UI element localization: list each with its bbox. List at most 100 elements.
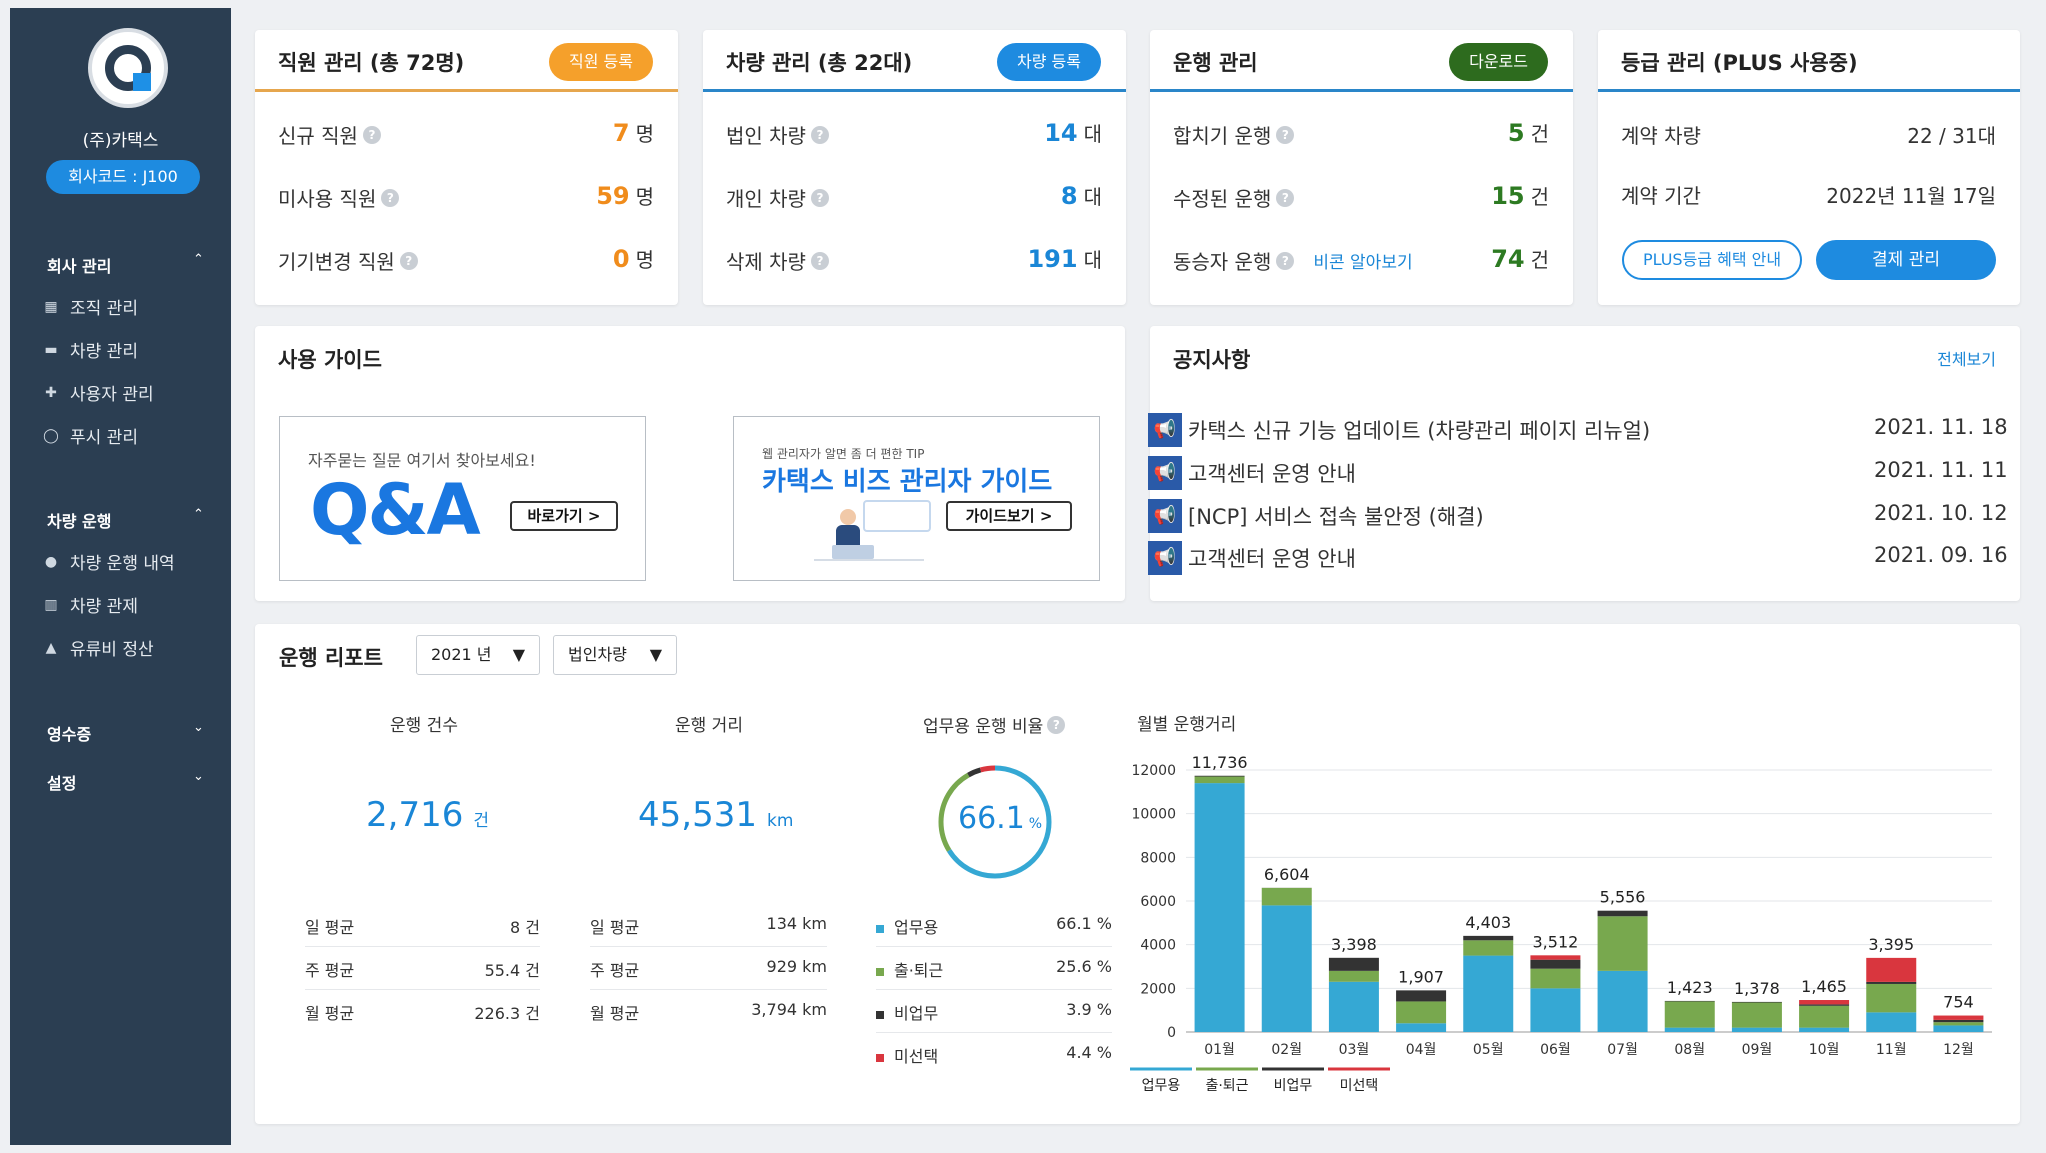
help-icon[interactable]: ? bbox=[810, 188, 829, 207]
bar-segment bbox=[1866, 957, 1917, 982]
x-tick-label: 06월 bbox=[1540, 1042, 1571, 1058]
bar-segment bbox=[1597, 910, 1648, 917]
row-label: 미사용 직원? bbox=[278, 183, 400, 212]
legend-label: 비업무 bbox=[1274, 1078, 1313, 1094]
register-staff-button[interactable]: 직원 등록 bbox=[549, 43, 653, 81]
megaphone-icon: 📢 bbox=[1148, 499, 1182, 533]
help-icon[interactable]: ? bbox=[1276, 125, 1295, 144]
row-label: 삭제 차량? bbox=[726, 246, 829, 275]
row-value: 191 대 bbox=[1027, 245, 1102, 273]
megaphone-icon: 📢 bbox=[1148, 541, 1182, 575]
x-tick-label: 01월 bbox=[1204, 1042, 1235, 1058]
sidebar-item-label: 차량 운행 내역 bbox=[70, 554, 175, 574]
bar-segment bbox=[1194, 775, 1245, 777]
sidebar-item-tracking[interactable]: ▥ 차량 관제 bbox=[42, 592, 138, 618]
row-label: 개인 차량? bbox=[726, 183, 829, 212]
qa-subtitle: 자주묻는 질문 여기서 찾아보세요! bbox=[308, 451, 536, 470]
beacon-info-link[interactable]: 비콘 알아보기 bbox=[1313, 253, 1413, 273]
nav-section-driving[interactable]: 차량 운행 bbox=[47, 512, 112, 531]
sidebar-item-vehicles[interactable]: ▬ 차량 관리 bbox=[42, 337, 138, 363]
bar-segment bbox=[1664, 1027, 1715, 1032]
row-value: 15 건 bbox=[1491, 182, 1549, 210]
help-icon[interactable]: ? bbox=[1047, 715, 1066, 734]
chevron-down-icon[interactable]: ⌄ bbox=[193, 720, 204, 735]
nav-section-company[interactable]: 회사 관리 bbox=[47, 257, 112, 276]
help-icon[interactable]: ? bbox=[362, 125, 381, 144]
data-label: 11,736 bbox=[1192, 753, 1248, 772]
row-label: 신규 직원? bbox=[278, 120, 381, 149]
notice-item[interactable]: 📢 고객센터 운영 안내 bbox=[1148, 541, 1356, 575]
dropdown-arrow-icon: ▼ bbox=[649, 645, 662, 664]
card-header: 등급 관리 (PLUS 사용중) bbox=[1598, 30, 2020, 92]
fuel-drop-icon: ▲ bbox=[45, 639, 57, 656]
sidebar-item-fuel[interactable]: ▲ 유류비 정산 bbox=[42, 635, 154, 661]
help-icon[interactable]: ? bbox=[399, 251, 418, 270]
guide-view-button[interactable]: 가이드보기 > bbox=[946, 501, 1072, 531]
notice-date: 2021. 10. 12 bbox=[1874, 501, 2008, 525]
bar-segment bbox=[1328, 957, 1379, 971]
qa-go-button[interactable]: 바로가기 > bbox=[510, 501, 618, 531]
table-row: 일 평균 8 건 bbox=[305, 904, 540, 947]
sidebar-item-push[interactable]: ◯ 푸시 관리 bbox=[42, 423, 138, 449]
notice-item[interactable]: 📢 고객센터 운영 안내 bbox=[1148, 456, 1356, 490]
sidebar-item-label: 유류비 정산 bbox=[70, 640, 154, 660]
report-title: 운행 리포트 bbox=[279, 646, 383, 670]
register-vehicle-button[interactable]: 차량 등록 bbox=[997, 43, 1101, 81]
company-logo[interactable] bbox=[88, 28, 168, 108]
megaphone-icon: 📢 bbox=[1148, 456, 1182, 490]
help-icon[interactable]: ? bbox=[381, 188, 400, 207]
sidebar: (주)카택스 회사코드 : J100 회사 관리 ⌃ ▦ 조직 관리 ▬ 차량 관리… bbox=[10, 8, 231, 1145]
table-row: 월 평균 226.3 건 bbox=[305, 1004, 540, 1023]
download-button[interactable]: 다운로드 bbox=[1449, 43, 1548, 81]
qa-banner[interactable]: 자주묻는 질문 여기서 찾아보세요! Q&A 바로가기 > bbox=[279, 416, 646, 581]
megaphone-icon: 📢 bbox=[1148, 413, 1182, 447]
card-title: 운행 관리 bbox=[1173, 51, 1258, 75]
row-label: 동승자 운행? 비콘 알아보기 bbox=[1173, 250, 1413, 274]
plus-benefit-button[interactable]: PLUS등급 혜택 안내 bbox=[1622, 240, 1802, 280]
x-tick-label: 12월 bbox=[1943, 1042, 1974, 1058]
guide-tip: 웹 관리자가 알면 좀 더 편한 TIP bbox=[762, 447, 925, 461]
y-tick-label: 8000 bbox=[1140, 850, 1176, 866]
nav-section-receipt[interactable]: 영수증 bbox=[47, 725, 92, 744]
view-all-link[interactable]: 전체보기 bbox=[1937, 350, 1996, 369]
sidebar-item-users[interactable]: ✚ 사용자 관리 bbox=[42, 380, 153, 406]
row-label: 법인 차량? bbox=[726, 120, 829, 149]
ratio-donut bbox=[938, 765, 1052, 879]
chat-icon: ◯ bbox=[43, 427, 59, 444]
help-icon[interactable]: ? bbox=[1276, 188, 1295, 207]
notice-item[interactable]: 📢 카택스 신규 기능 업데이트 (차량관리 페이지 리뉴얼) bbox=[1148, 413, 1650, 447]
notice-card: 공지사항 전체보기 bbox=[1150, 326, 2020, 601]
payment-management-button[interactable]: 결제 관리 bbox=[1816, 240, 1996, 280]
help-icon[interactable]: ? bbox=[810, 251, 829, 270]
x-tick-label: 03월 bbox=[1339, 1042, 1370, 1058]
car-icon: ▬ bbox=[44, 341, 58, 358]
sidebar-item-label: 차량 관리 bbox=[70, 342, 138, 362]
help-icon[interactable]: ? bbox=[810, 125, 829, 144]
bar-segment bbox=[1799, 1000, 1850, 1005]
year-select[interactable]: 2021 년 ▼ bbox=[416, 635, 540, 675]
bar-segment bbox=[1799, 1004, 1850, 1006]
notice-item[interactable]: 📢 [NCP] 서비스 접속 불안정 (해결) bbox=[1148, 499, 1484, 533]
bar-segment bbox=[1194, 776, 1245, 784]
data-label: 4,403 bbox=[1465, 913, 1511, 932]
vehicle-type-select[interactable]: 법인차량 ▼ bbox=[553, 635, 677, 675]
nav-section-settings[interactable]: 설정 bbox=[47, 774, 77, 793]
x-tick-label: 09월 bbox=[1742, 1042, 1773, 1058]
table-row: 주 평균 929 km bbox=[590, 947, 827, 990]
chevron-up-icon[interactable]: ⌃ bbox=[193, 507, 204, 522]
sidebar-item-org[interactable]: ▦ 조직 관리 bbox=[42, 294, 138, 320]
help-icon[interactable]: ? bbox=[1276, 251, 1295, 270]
data-label: 3,512 bbox=[1533, 932, 1579, 951]
bar-segment bbox=[1530, 988, 1581, 1032]
sidebar-item-driving-history[interactable]: ● 차량 운행 내역 bbox=[42, 549, 175, 575]
bar-segment bbox=[1328, 970, 1379, 982]
chevron-up-icon[interactable]: ⌃ bbox=[193, 252, 204, 267]
bar-segment bbox=[1664, 1000, 1715, 1002]
chevron-down-icon[interactable]: ⌄ bbox=[193, 769, 204, 784]
grade-card: 등급 관리 (PLUS 사용중) 계약 차량 22 / 31대 계약 기간 20… bbox=[1598, 30, 2020, 305]
admin-guide-banner[interactable]: 웹 관리자가 알면 좀 더 편한 TIP 카택스 비즈 관리자 가이드 가이드보… bbox=[733, 416, 1100, 581]
logo-mark-icon bbox=[105, 45, 151, 91]
guide-illustration-icon bbox=[814, 500, 931, 561]
row-value: 74 건 bbox=[1491, 245, 1549, 273]
